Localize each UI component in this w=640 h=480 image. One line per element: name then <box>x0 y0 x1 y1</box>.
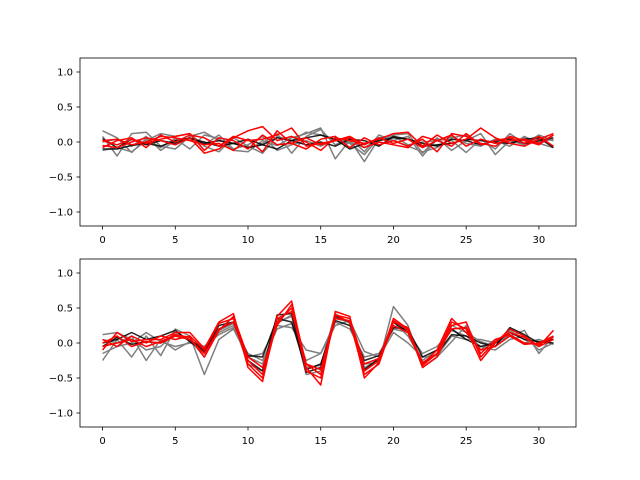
x-tick-label: 30 <box>533 436 546 447</box>
bottom-panel: 0 5 10 15 20 25 30 −1.0 −0.5 0.0 0.5 1.0 <box>49 258 577 447</box>
y-tick-label: 0.5 <box>57 304 73 315</box>
series-line-red-9 <box>102 303 554 371</box>
series-line-red-9 <box>102 132 554 152</box>
x-tick-label: 10 <box>242 235 255 246</box>
y-tick-label: −1.0 <box>49 208 73 219</box>
x-tick-label: 20 <box>387 235 400 246</box>
series-lines <box>101 300 555 386</box>
y-tick-label: 0.5 <box>57 103 73 114</box>
x-tick-label: 5 <box>172 436 178 447</box>
x-tick-label: 20 <box>387 436 400 447</box>
x-tick-label: 30 <box>533 235 546 246</box>
x-tick-label: 10 <box>242 436 255 447</box>
x-tick-label: 15 <box>314 436 327 447</box>
y-tick-label: 0.0 <box>57 339 73 350</box>
y-tick-label: 1.0 <box>57 68 73 79</box>
x-tick-label: 25 <box>460 235 473 246</box>
x-tick-label: 25 <box>460 436 473 447</box>
series-line-red-6 <box>102 125 554 154</box>
x-tick-label: 15 <box>314 235 327 246</box>
y-tick-label: −0.5 <box>49 374 73 385</box>
x-tick-label: 0 <box>99 235 105 246</box>
top-panel: 0 5 10 15 20 25 30 −1.0 −0.5 0.0 0.5 1.0 <box>49 57 577 246</box>
y-tick-label: −0.5 <box>49 173 73 184</box>
y-tick-label: 0.0 <box>57 138 73 149</box>
x-tick-label: 5 <box>172 235 178 246</box>
series-line-red-8 <box>102 310 554 376</box>
series-lines <box>101 125 554 163</box>
y-tick-label: 1.0 <box>57 269 73 280</box>
x-tick-label: 0 <box>99 436 105 447</box>
y-tick-label: −1.0 <box>49 409 73 420</box>
